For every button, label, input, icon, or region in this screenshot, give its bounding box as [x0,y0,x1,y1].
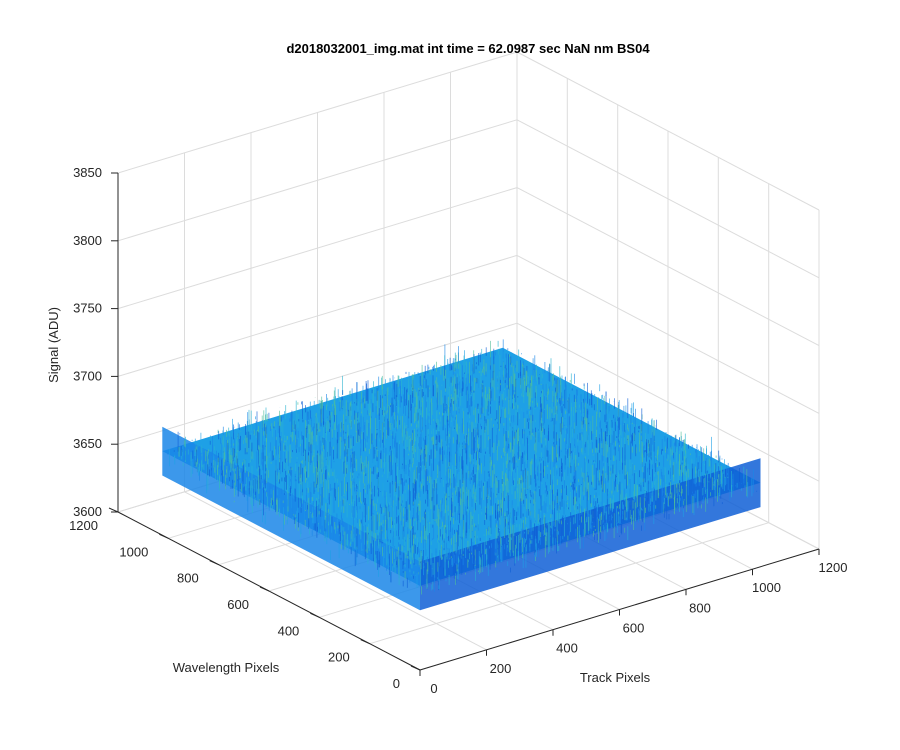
right-wall-grid-z [516,322,820,482]
y-tick-mark [108,507,119,513]
floor-grid-y [369,522,769,645]
y-tick-mark [410,665,421,671]
y-tick-mark [259,586,270,592]
y-tick-mark [360,639,370,645]
right-wall-grid-z [516,187,820,347]
y-tick-mark [310,612,320,618]
y-tick-mark [159,533,169,539]
right-wall-grid-z [516,51,820,211]
right-wall-grid-z [516,119,820,279]
left-wall-grid-z [117,254,518,377]
right-wall-grid-z [516,254,820,414]
surface-mesh [162,339,761,611]
left-wall-grid-z [117,119,518,242]
y-tick-mark [209,560,219,566]
left-wall-grid-z [117,51,518,174]
left-wall-grid-z [117,322,518,445]
left-wall-grid-z [117,187,518,310]
axes [108,172,820,676]
